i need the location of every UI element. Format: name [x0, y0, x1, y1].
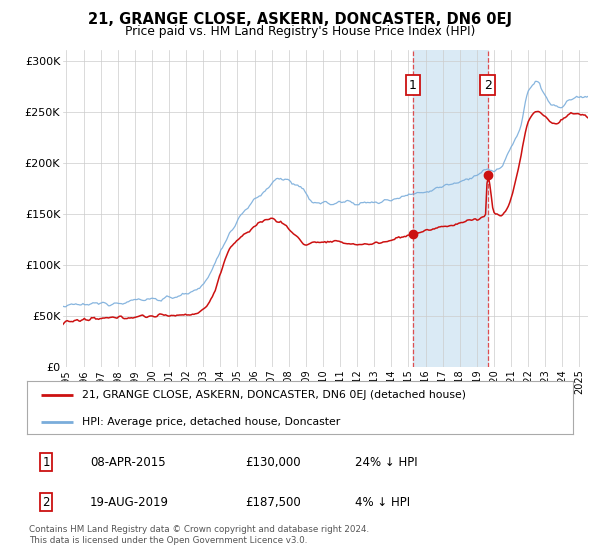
Text: 19-AUG-2019: 19-AUG-2019: [90, 496, 169, 508]
Text: HPI: Average price, detached house, Doncaster: HPI: Average price, detached house, Donc…: [82, 417, 340, 427]
Text: 4% ↓ HPI: 4% ↓ HPI: [355, 496, 410, 508]
Text: Contains HM Land Registry data © Crown copyright and database right 2024.
This d: Contains HM Land Registry data © Crown c…: [29, 525, 369, 545]
Text: 1: 1: [409, 79, 417, 92]
Text: 2: 2: [43, 496, 50, 508]
Text: 21, GRANGE CLOSE, ASKERN, DONCASTER, DN6 0EJ (detached house): 21, GRANGE CLOSE, ASKERN, DONCASTER, DN6…: [82, 390, 466, 400]
Text: Price paid vs. HM Land Registry's House Price Index (HPI): Price paid vs. HM Land Registry's House …: [125, 25, 475, 38]
Text: £130,000: £130,000: [245, 456, 301, 469]
Text: 21, GRANGE CLOSE, ASKERN, DONCASTER, DN6 0EJ: 21, GRANGE CLOSE, ASKERN, DONCASTER, DN6…: [88, 12, 512, 27]
Text: 08-APR-2015: 08-APR-2015: [90, 456, 166, 469]
Text: £187,500: £187,500: [245, 496, 301, 508]
Text: 24% ↓ HPI: 24% ↓ HPI: [355, 456, 417, 469]
Text: 1: 1: [43, 456, 50, 469]
Text: 2: 2: [484, 79, 491, 92]
Bar: [413, 50, 488, 367]
